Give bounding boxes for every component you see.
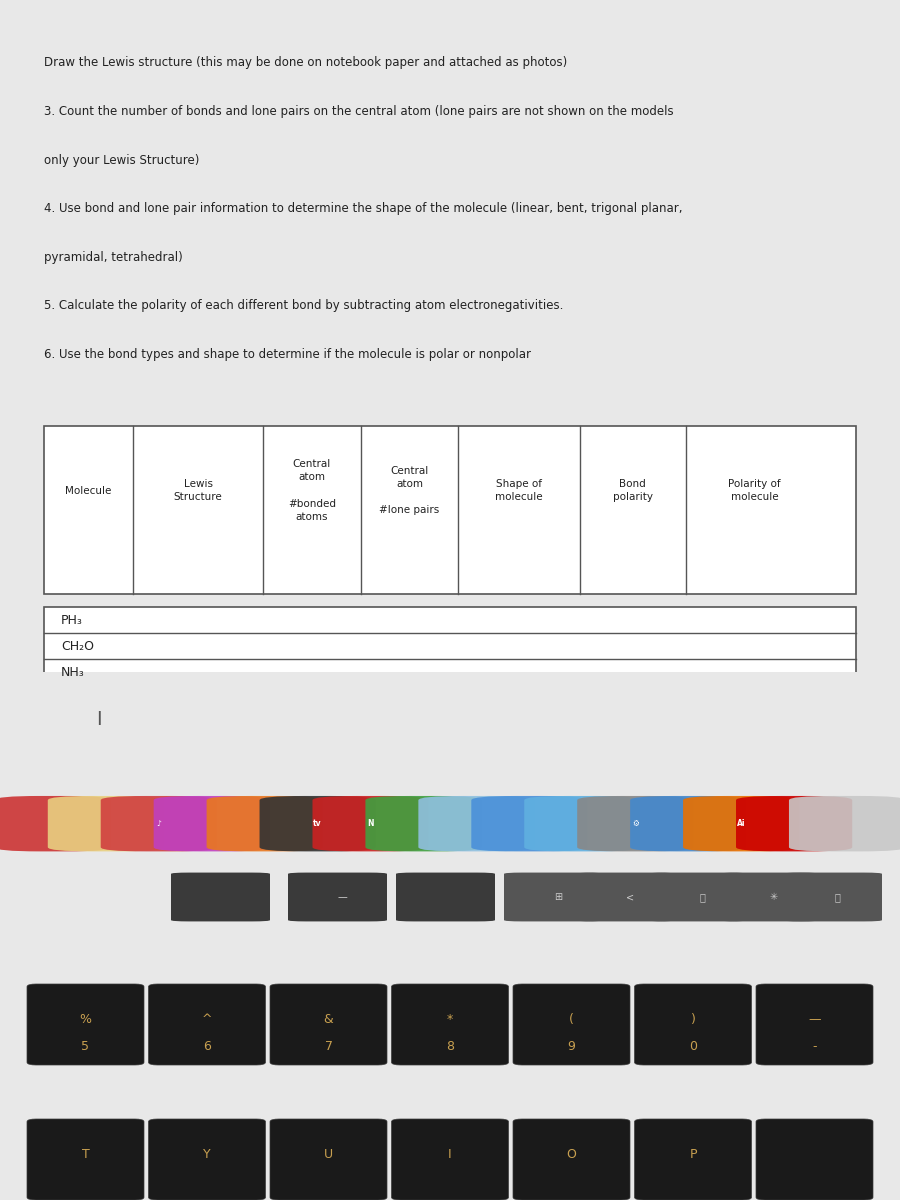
FancyBboxPatch shape <box>44 607 856 685</box>
FancyBboxPatch shape <box>48 796 164 851</box>
Text: %: % <box>79 1013 92 1026</box>
FancyBboxPatch shape <box>576 872 675 922</box>
Text: tv: tv <box>313 820 322 828</box>
FancyBboxPatch shape <box>270 1118 387 1200</box>
Text: N: N <box>367 820 374 828</box>
FancyBboxPatch shape <box>683 796 799 851</box>
Text: ^: ^ <box>202 1013 212 1026</box>
FancyBboxPatch shape <box>101 796 217 851</box>
Text: 📊: 📊 <box>699 892 705 902</box>
FancyBboxPatch shape <box>207 796 323 851</box>
Text: 0: 0 <box>689 1039 697 1052</box>
Text: —: — <box>808 1013 821 1026</box>
Text: 6: 6 <box>203 1039 211 1052</box>
Text: only your Lewis Structure): only your Lewis Structure) <box>44 154 199 167</box>
Text: P: P <box>689 1147 697 1160</box>
Text: (: ( <box>569 1013 574 1026</box>
FancyBboxPatch shape <box>27 1118 144 1200</box>
FancyBboxPatch shape <box>392 984 508 1066</box>
FancyBboxPatch shape <box>513 984 630 1066</box>
FancyBboxPatch shape <box>0 796 111 851</box>
FancyBboxPatch shape <box>288 872 387 922</box>
FancyBboxPatch shape <box>634 1118 752 1200</box>
Text: Lewis
Structure: Lewis Structure <box>174 479 222 502</box>
Text: Draw the Lewis structure (this may be done on notebook paper and attached as pho: Draw the Lewis structure (this may be do… <box>44 56 567 70</box>
FancyBboxPatch shape <box>524 796 641 851</box>
FancyBboxPatch shape <box>577 796 693 851</box>
FancyBboxPatch shape <box>504 872 603 922</box>
Text: CH₂O: CH₂O <box>61 640 94 653</box>
Text: 4. Use bond and lone pair information to determine the shape of the molecule (li: 4. Use bond and lone pair information to… <box>44 202 682 215</box>
FancyBboxPatch shape <box>756 984 873 1066</box>
FancyBboxPatch shape <box>392 1118 508 1200</box>
Text: *: * <box>447 1013 453 1026</box>
Text: -: - <box>813 1039 817 1052</box>
Text: 5: 5 <box>82 1039 89 1052</box>
Text: Ai: Ai <box>737 820 745 828</box>
Text: U: U <box>324 1147 333 1160</box>
Text: pyramidal, tetrahedral): pyramidal, tetrahedral) <box>44 251 183 264</box>
Text: 🔊: 🔊 <box>834 892 840 902</box>
Text: Central
atom

#lone pairs: Central atom #lone pairs <box>379 466 439 515</box>
Text: NH₃: NH₃ <box>61 666 85 678</box>
FancyBboxPatch shape <box>259 796 376 851</box>
Text: PH₃: PH₃ <box>61 613 83 626</box>
FancyBboxPatch shape <box>630 796 746 851</box>
Text: ✳: ✳ <box>770 892 778 902</box>
Text: Shape of
molecule: Shape of molecule <box>495 479 543 502</box>
FancyBboxPatch shape <box>148 984 266 1066</box>
Text: Central
atom

#bonded
atoms: Central atom #bonded atoms <box>288 460 336 522</box>
FancyBboxPatch shape <box>396 872 495 922</box>
FancyBboxPatch shape <box>756 1118 873 1200</box>
Text: Molecule: Molecule <box>66 486 112 496</box>
Text: Y: Y <box>203 1147 211 1160</box>
FancyBboxPatch shape <box>154 796 270 851</box>
FancyBboxPatch shape <box>171 872 270 922</box>
FancyBboxPatch shape <box>44 426 856 594</box>
FancyBboxPatch shape <box>365 796 482 851</box>
Text: ): ) <box>690 1013 696 1026</box>
FancyBboxPatch shape <box>789 796 900 851</box>
FancyBboxPatch shape <box>513 1118 630 1200</box>
Text: &: & <box>324 1013 333 1026</box>
Text: Polarity of
molecule: Polarity of molecule <box>728 479 781 502</box>
Text: I: I <box>96 710 102 730</box>
FancyBboxPatch shape <box>648 872 747 922</box>
Text: <: < <box>626 892 634 902</box>
FancyBboxPatch shape <box>720 872 819 922</box>
FancyBboxPatch shape <box>472 796 588 851</box>
Text: ♪: ♪ <box>157 820 161 828</box>
FancyBboxPatch shape <box>783 872 882 922</box>
Text: 9: 9 <box>568 1039 575 1052</box>
Text: 8: 8 <box>446 1039 454 1052</box>
Text: O: O <box>567 1147 576 1160</box>
FancyBboxPatch shape <box>736 796 852 851</box>
Text: 5. Calculate the polarity of each different bond by subtracting atom electronega: 5. Calculate the polarity of each differ… <box>44 300 563 312</box>
FancyBboxPatch shape <box>270 984 387 1066</box>
FancyBboxPatch shape <box>27 984 144 1066</box>
FancyBboxPatch shape <box>634 984 752 1066</box>
Text: T: T <box>82 1147 89 1160</box>
FancyBboxPatch shape <box>418 796 535 851</box>
Text: ⚙: ⚙ <box>632 820 639 828</box>
Text: 7: 7 <box>325 1039 332 1052</box>
Text: —: — <box>338 892 346 902</box>
Text: 3. Count the number of bonds and lone pairs on the central atom (lone pairs are : 3. Count the number of bonds and lone pa… <box>44 104 673 118</box>
Text: I: I <box>448 1147 452 1160</box>
FancyBboxPatch shape <box>148 1118 266 1200</box>
Text: ⊞: ⊞ <box>554 892 562 902</box>
Text: Bond
polarity: Bond polarity <box>613 479 652 502</box>
Text: 6. Use the bond types and shape to determine if the molecule is polar or nonpola: 6. Use the bond types and shape to deter… <box>44 348 531 361</box>
FancyBboxPatch shape <box>312 796 428 851</box>
